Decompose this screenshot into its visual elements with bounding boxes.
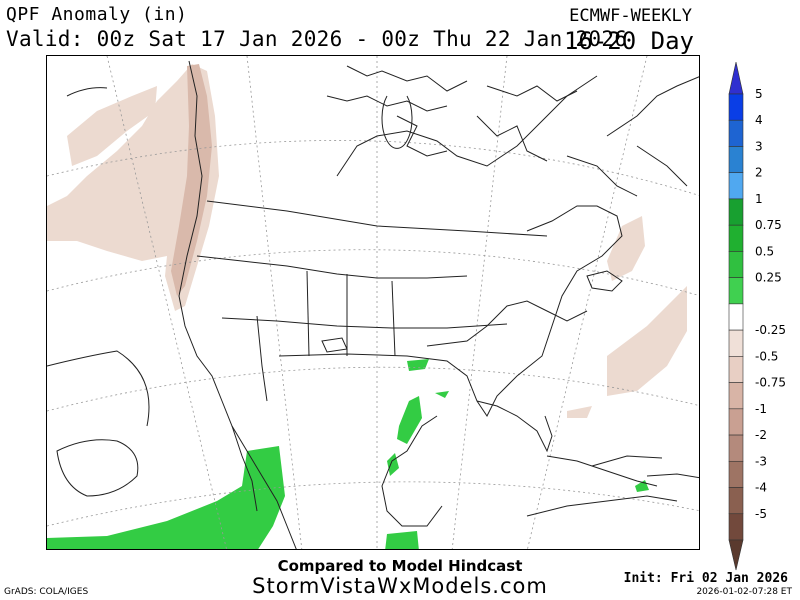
colorbar-label: -3 [755, 454, 767, 468]
colorbar-segment [728, 119, 744, 147]
colorbar-label: 2 [755, 166, 763, 180]
colorbar-segment [728, 460, 744, 488]
colorbar-label: -1 [755, 402, 767, 416]
colorbar-label: -0.25 [755, 323, 786, 337]
colorbar-label: 0.25 [755, 271, 782, 285]
colorbar-segment [728, 277, 744, 305]
colorbar-segment [728, 382, 744, 410]
colorbar-segment [728, 198, 744, 226]
colorbar-label: 0.5 [755, 244, 774, 258]
generated-timestamp: 2026-01-02-07:28 ET [696, 587, 792, 597]
colorbar-label: -4 [755, 481, 767, 495]
colorbar-segment [728, 224, 744, 252]
footer-subtitle: Compared to Model Hindcast [277, 557, 523, 575]
colorbar-label: -0.5 [755, 349, 778, 363]
colorbar-label: 5 [755, 87, 763, 101]
colorbar-segment [728, 172, 744, 200]
west-coast-core-dry-anomaly [171, 64, 212, 296]
model-name: ECMWF-WEEKLY [569, 6, 692, 26]
graticule [47, 56, 699, 549]
colorbar-segment [728, 408, 744, 436]
colorbar-segment [728, 93, 744, 121]
colorbar-label: -2 [755, 428, 767, 442]
atlantic-dry-anomaly [567, 216, 687, 418]
colorbar-segment [728, 356, 744, 383]
qpf-anomaly-map [47, 56, 699, 549]
colorbar-segment [728, 513, 744, 541]
colorbar-label: -0.75 [755, 376, 786, 390]
colorbar-label: 1 [755, 192, 763, 206]
colorbar-segment [728, 303, 744, 331]
colorbar-segment [728, 146, 744, 174]
colorbar-segment [728, 539, 744, 571]
colorbar-label: 3 [755, 139, 763, 153]
forecast-day-range: 16-20 Day [563, 27, 694, 55]
chart-title: QPF Anomaly (in) [6, 4, 188, 25]
colorbar-label: 0.75 [755, 218, 782, 232]
color-scale-bar: 5 4 3 2 1 0.75 0.5 0.25 -0.25 -0.5 -0.75 -1 -2 -3 -4 -5 [728, 62, 786, 571]
colorbar-segment [728, 62, 744, 95]
colorbar-label: -5 [755, 507, 767, 521]
map-panel [46, 55, 700, 550]
colorbar-segment [728, 251, 744, 278]
eastern-pacific-wet-anomaly [47, 446, 285, 549]
website-label: StormVistaWxModels.com [252, 574, 548, 598]
colorbar-segment [728, 434, 744, 462]
arctic-islands [326, 65, 638, 197]
colorbar-label: 4 [755, 113, 763, 127]
coastlines [47, 60, 699, 549]
colorbar-segment [728, 329, 744, 357]
init-time: Init: Fri 02 Jan 2026 [623, 571, 788, 586]
grads-credit: GrADS: COLA/IGES [4, 587, 89, 597]
valid-time-range: Valid: 00z Sat 17 Jan 2026 - 00z Thu 22 … [6, 27, 628, 51]
colorbar-segment [728, 487, 744, 515]
